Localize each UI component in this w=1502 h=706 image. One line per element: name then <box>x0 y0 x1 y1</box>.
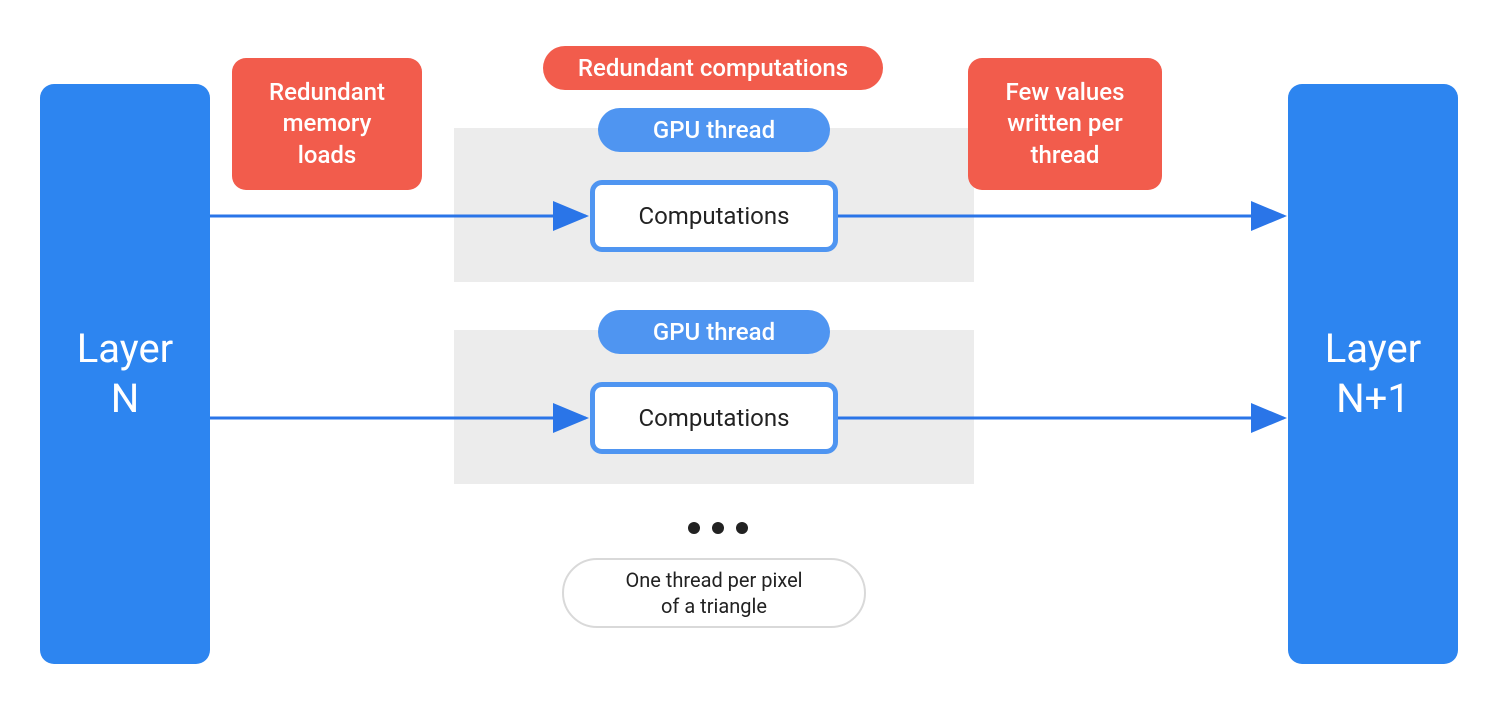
few-values-label: Few values written per thread <box>1006 77 1125 171</box>
computations-box-2: Computations <box>590 382 838 454</box>
ellipsis-dots <box>688 522 748 534</box>
dot-icon <box>712 522 724 534</box>
caption-pill: One thread per pixel of a triangle <box>562 558 866 628</box>
redundant-loads-badge: Redundant memory loads <box>232 58 422 190</box>
redundant-computations-label: Redundant computations <box>578 54 848 82</box>
gpu-thread-1-label: GPU thread <box>653 116 775 144</box>
layer-n-label: Layer N <box>77 324 173 424</box>
computations-box-1: Computations <box>590 180 838 252</box>
computations-1-label: Computations <box>639 202 790 230</box>
dot-icon <box>736 522 748 534</box>
computations-2-label: Computations <box>639 404 790 432</box>
layer-n1-label: Layer N+1 <box>1325 324 1421 424</box>
redundant-computations-pill: Redundant computations <box>543 46 883 90</box>
gpu-thread-pill-2: GPU thread <box>598 310 830 354</box>
few-values-badge: Few values written per thread <box>968 58 1162 190</box>
redundant-loads-label: Redundant memory loads <box>269 77 385 171</box>
caption-label: One thread per pixel of a triangle <box>625 567 802 619</box>
layer-n1-box: Layer N+1 <box>1288 84 1458 664</box>
gpu-thread-pill-1: GPU thread <box>598 108 830 152</box>
dot-icon <box>688 522 700 534</box>
gpu-thread-2-label: GPU thread <box>653 318 775 346</box>
layer-n-box: Layer N <box>40 84 210 664</box>
